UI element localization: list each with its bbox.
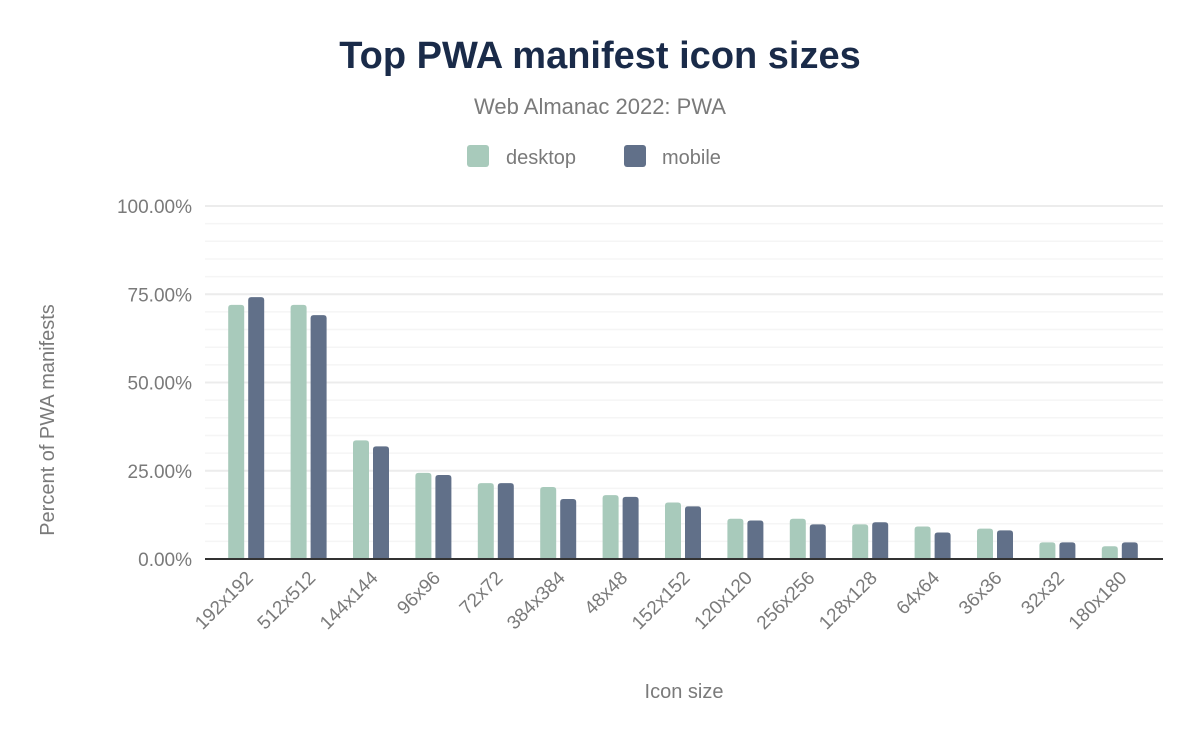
bar-mobile-36x36 <box>997 530 1013 559</box>
bar-desktop-512x512 <box>290 304 307 559</box>
x-tick-label: 144x144 <box>316 567 383 634</box>
bar-desktop-152x152 <box>665 502 681 559</box>
x-tick-label: 256x256 <box>753 568 819 634</box>
bar-desktop-36x36 <box>977 528 993 559</box>
bar-desktop-192x192 <box>228 304 245 559</box>
x-axis-label: Icon size <box>645 681 724 703</box>
x-tick-label: 96x96 <box>393 568 444 619</box>
x-tick-label: 152x152 <box>628 568 694 634</box>
bar-mobile-120x120 <box>747 520 764 559</box>
x-tick-label: 32x32 <box>1017 568 1068 619</box>
bar-mobile-180x180 <box>1121 542 1138 559</box>
y-tick-label: 75.00% <box>128 285 193 306</box>
bar-mobile-96x96 <box>435 474 452 559</box>
bar-desktop-128x128 <box>852 524 869 559</box>
bar-desktop-144x144 <box>353 440 369 559</box>
bar-desktop-256x256 <box>789 518 806 559</box>
x-tick-label: 128x128 <box>815 568 881 634</box>
bar-desktop-96x96 <box>415 472 432 559</box>
x-tick-label: 36x36 <box>955 568 1006 619</box>
legend-swatch-desktop <box>467 145 489 167</box>
bar-mobile-128x128 <box>872 522 889 559</box>
bar-mobile-152x152 <box>685 506 701 559</box>
bar-mobile-72x72 <box>497 483 514 559</box>
legend: desktop mobile <box>467 145 721 169</box>
legend-label-desktop: desktop <box>506 147 576 169</box>
y-tick-label: 50.00% <box>128 374 193 395</box>
bar-desktop-180x180 <box>1101 546 1118 559</box>
x-tick-label: 72x72 <box>456 568 507 619</box>
x-tick-label: 512x512 <box>254 568 320 634</box>
chart-subtitle: Web Almanac 2022: PWA <box>474 94 726 119</box>
y-tick-label: 100.00% <box>117 197 192 218</box>
bar-mobile-64x64 <box>934 532 951 559</box>
chart-title: Top PWA manifest icon sizes <box>339 35 861 77</box>
x-tick-label: 120x120 <box>691 568 757 634</box>
x-tick-label: 180x180 <box>1065 568 1131 634</box>
bar-desktop-120x120 <box>727 518 744 559</box>
bar-desktop-64x64 <box>914 526 931 559</box>
y-tick-label: 25.00% <box>128 462 193 483</box>
bar-mobile-32x32 <box>1059 542 1076 559</box>
x-tick-label: 64x64 <box>893 567 945 619</box>
bar-mobile-384x384 <box>560 498 577 559</box>
bar-desktop-32x32 <box>1039 542 1056 559</box>
bar-desktop-72x72 <box>477 483 494 559</box>
bar-mobile-144x144 <box>373 446 389 559</box>
x-tick-label: 384x384 <box>503 567 570 634</box>
bar-desktop-48x48 <box>602 495 619 559</box>
legend-label-mobile: mobile <box>662 147 721 169</box>
y-axis-label: Percent of PWA manifests <box>37 304 59 536</box>
bar-mobile-192x192 <box>248 297 265 559</box>
bar-mobile-48x48 <box>622 496 639 559</box>
y-tick-label: 0.00% <box>138 550 192 571</box>
bar-mobile-512x512 <box>310 315 327 559</box>
bar-mobile-256x256 <box>809 524 826 559</box>
x-tick-label: 192x192 <box>191 568 257 634</box>
bar-desktop-384x384 <box>540 486 557 559</box>
legend-swatch-mobile <box>624 145 646 167</box>
x-tick-label: 48x48 <box>581 568 632 619</box>
